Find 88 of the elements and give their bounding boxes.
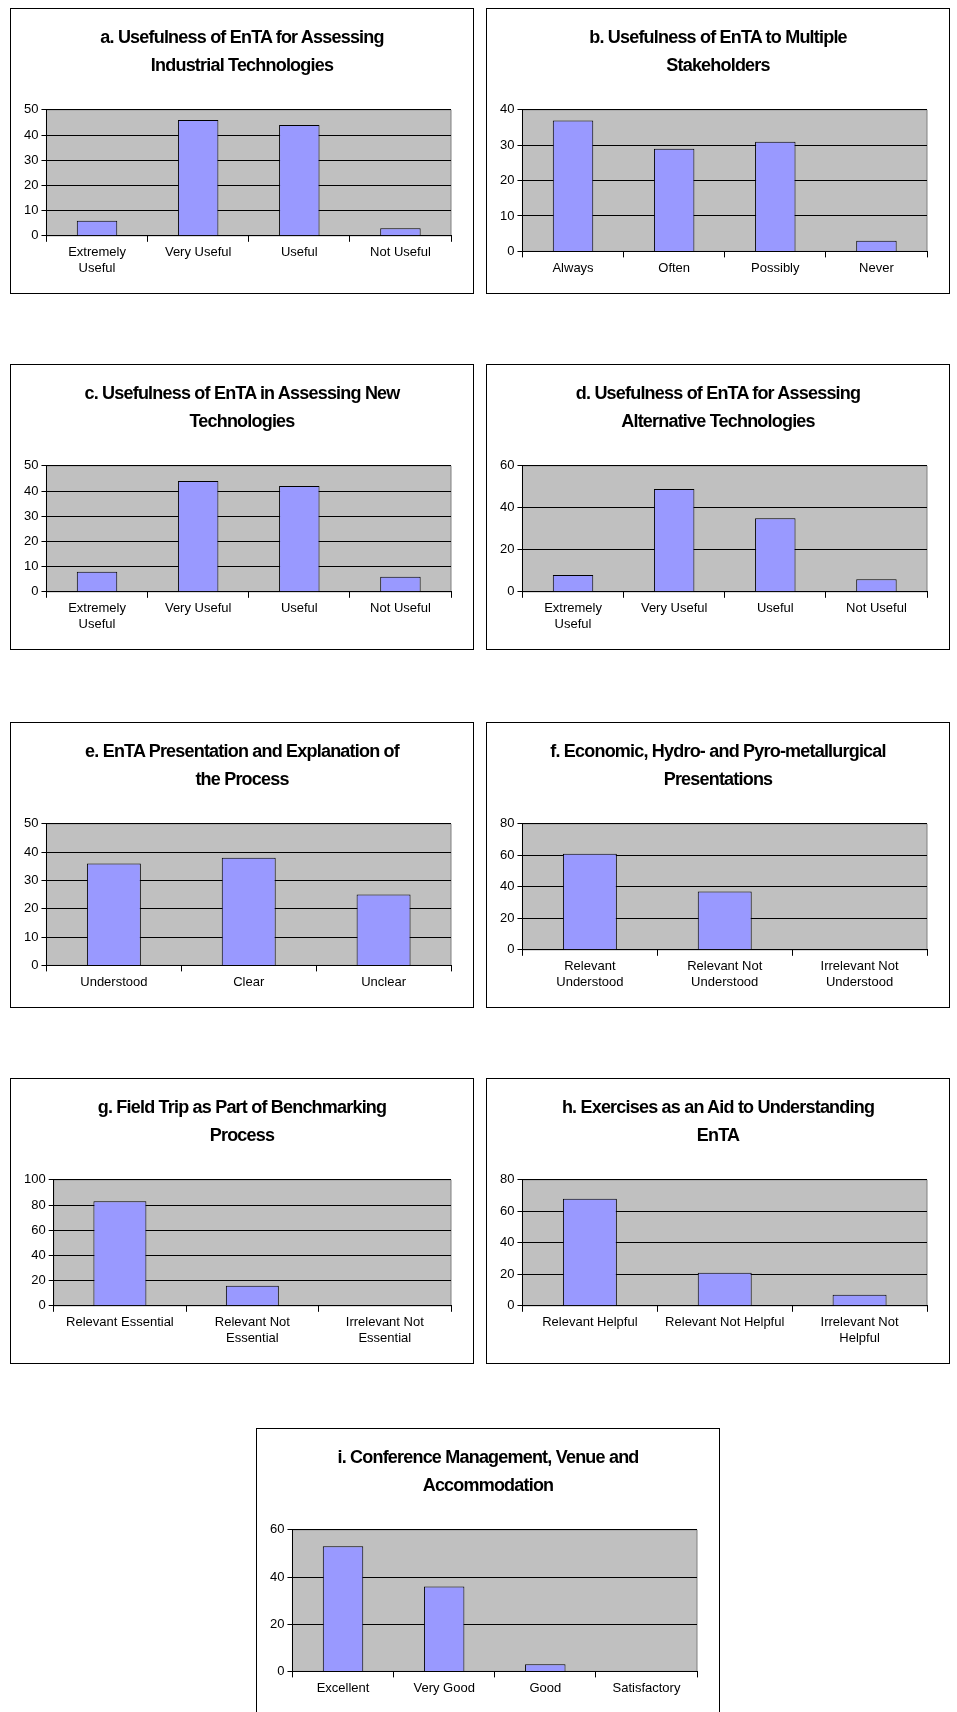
x-tick-label: Relevant Essential (66, 1314, 174, 1330)
y-tick-label: 20 (269, 1615, 285, 1631)
x-tick-label: Very Useful (640, 600, 708, 616)
y-tick-label: 40 (31, 1246, 46, 1262)
y-tick-label: 0 (31, 956, 39, 972)
y-tick-label: 20 (499, 541, 515, 557)
chart-title: c. Usefulness of EnTA in Assessing New Technologies (83, 382, 402, 433)
x-tick-label: Very Useful (164, 244, 232, 260)
y-tick-label: 0 (277, 1662, 285, 1678)
y-tick-label: 0 (38, 1297, 46, 1313)
chart-title: g. Field Trip as Part of Benchmarking Process (96, 1096, 388, 1147)
chart-title: e. EnTA Presentation and Explanation of the Process (84, 740, 401, 791)
y-tick-label: 50 (23, 815, 39, 831)
y-tick-label: 0 (507, 1297, 515, 1313)
y-tick-label: 80 (499, 815, 515, 831)
chart-title: d. Usefulness of EnTA for Assessing Alternative Technologies (574, 382, 862, 433)
x-tick-label: Good (529, 1679, 562, 1695)
y-tick-label: 10 (23, 928, 39, 944)
y-tick-label: 10 (499, 207, 515, 223)
y-tick-label: 30 (23, 151, 39, 167)
y-tick-label: 60 (499, 1202, 515, 1218)
y-tick-label: 50 (23, 101, 39, 117)
x-tick-label: Possibly (751, 259, 800, 275)
y-tick-label: 20 (499, 909, 515, 925)
y-tick-label: 0 (507, 242, 515, 258)
chart-title: a. Usefulness of EnTA for Assessing Industrial Technologies (99, 26, 385, 77)
x-tick-label: Unclear (361, 973, 407, 989)
x-tick-label: Irrelevant Not Understood (820, 958, 899, 989)
y-tick-label: 60 (31, 1221, 46, 1237)
chart-title: f. Economic, Hydro- and Pyro-metallurgical Presentations (549, 740, 887, 791)
x-tick-label: Not Useful (370, 600, 431, 616)
y-tick-label: 40 (23, 482, 39, 498)
y-tick-label: 80 (31, 1196, 46, 1212)
x-tick-label: Satisfactory (612, 1679, 681, 1695)
y-tick-label: 40 (499, 499, 515, 515)
x-tick-label: Often (658, 259, 691, 275)
y-tick-label: 20 (499, 172, 515, 188)
y-tick-label: 20 (23, 900, 39, 916)
y-tick-label: 40 (23, 843, 39, 859)
x-tick-label: Not Useful (370, 244, 431, 260)
y-tick-label: 80 (499, 1171, 515, 1187)
x-tick-label: Extremely Useful (544, 600, 603, 631)
x-tick-label: Relevant Not Essential (214, 1314, 291, 1345)
x-tick-label: Not Useful (846, 600, 907, 616)
y-tick-label: 20 (23, 176, 39, 192)
x-tick-label: Understood (80, 973, 148, 989)
y-tick-label: 20 (31, 1272, 46, 1288)
chart-title: i. Conference Management, Venue and Accommodation (336, 1446, 640, 1497)
y-tick-label: 40 (499, 878, 515, 894)
x-tick-label: Useful (280, 600, 318, 616)
x-tick-label: Useful (280, 244, 318, 260)
y-tick-label: 60 (269, 1521, 285, 1537)
y-tick-label: 10 (23, 202, 39, 218)
y-tick-label: 20 (23, 532, 39, 548)
x-tick-label: Relevant Understood (556, 958, 624, 989)
x-tick-label: Extremely Useful (68, 244, 127, 275)
y-tick-label: 30 (23, 872, 39, 888)
y-tick-label: 30 (23, 507, 39, 523)
x-tick-label: Relevant Helpful (542, 1314, 638, 1330)
y-tick-label: 40 (23, 126, 39, 142)
y-tick-label: 60 (499, 846, 515, 862)
chart-title: b. Usefulness of EnTA to Multiple Stakeholders (588, 26, 848, 77)
x-tick-label: Useful (756, 600, 794, 616)
x-tick-label: Clear (233, 973, 265, 989)
x-tick-label: Irrelevant Not Helpful (820, 1314, 899, 1345)
y-tick-label: 30 (499, 136, 515, 152)
x-tick-label: Very Useful (164, 600, 232, 616)
x-tick-label: Extremely Useful (68, 600, 127, 631)
y-tick-label: 60 (499, 457, 515, 473)
y-tick-label: 50 (23, 457, 39, 473)
y-tick-label: 20 (499, 1265, 515, 1281)
y-tick-label: 0 (31, 583, 39, 599)
y-tick-label: 10 (23, 558, 39, 574)
x-tick-label: Always (552, 259, 595, 275)
x-tick-label: Relevant Not Understood (687, 958, 763, 989)
y-tick-label: 40 (499, 1234, 515, 1250)
x-tick-label: Relevant Not Helpful (665, 1314, 785, 1330)
x-tick-label: Excellent (316, 1679, 370, 1695)
x-tick-label: Very Good (413, 1679, 475, 1695)
y-tick-label: 0 (31, 227, 39, 243)
y-tick-label: 0 (507, 583, 515, 599)
y-tick-label: 0 (507, 941, 515, 957)
y-tick-label: 100 (23, 1171, 46, 1187)
y-tick-label: 40 (269, 1568, 285, 1584)
chart-title: h. Exercises as an Aid to Understanding EnTA (560, 1096, 876, 1147)
x-tick-label: Irrelevant Not Essential (345, 1314, 425, 1345)
y-tick-label: 40 (499, 101, 515, 117)
x-tick-label: Never (859, 259, 895, 275)
